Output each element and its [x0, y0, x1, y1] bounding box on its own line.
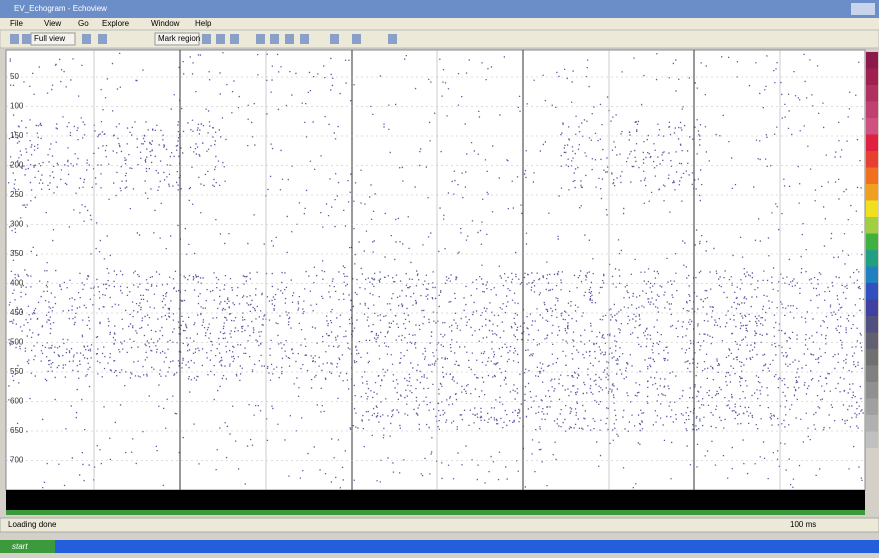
color-swatch [866, 200, 878, 217]
color-swatch [866, 299, 878, 316]
color-swatch [866, 217, 878, 234]
depth-label: 50 [10, 72, 19, 81]
start-button[interactable] [0, 540, 55, 553]
color-swatch [866, 134, 878, 151]
color-swatch [866, 398, 878, 415]
status-bar [0, 517, 879, 533]
color-swatch [866, 118, 878, 135]
tool-icon[interactable] [270, 34, 279, 44]
menu-item[interactable]: File [10, 19, 23, 28]
taskbar [0, 540, 879, 553]
depth-label: 550 [10, 367, 24, 376]
color-swatch [866, 250, 878, 267]
color-swatch [866, 382, 878, 399]
title-bar [0, 0, 879, 18]
tool-icon[interactable] [216, 34, 225, 44]
color-swatch [866, 415, 878, 432]
menu-item[interactable]: Explore [102, 19, 130, 28]
color-swatch [866, 52, 878, 69]
tool-icon[interactable] [285, 34, 294, 44]
menu-item[interactable]: Window [151, 19, 180, 28]
depth-label: 400 [10, 279, 24, 288]
tool-icon[interactable] [202, 34, 211, 44]
start-label[interactable]: start [12, 542, 28, 551]
color-swatch [866, 85, 878, 102]
color-swatch [866, 101, 878, 118]
depth-label: 100 [10, 102, 24, 111]
status-right: 100 ms [790, 520, 816, 529]
tool-icon[interactable] [300, 34, 309, 44]
depth-label: 700 [10, 456, 24, 465]
tool-icon[interactable] [10, 34, 19, 44]
color-swatch [866, 349, 878, 366]
window-controls[interactable] [851, 3, 875, 15]
color-swatch [866, 283, 878, 300]
echogram-area [5, 49, 866, 491]
toolbar-label[interactable]: Full view [34, 34, 65, 43]
depth-label: 600 [10, 397, 24, 406]
time-bar [6, 490, 865, 510]
depth-label: 150 [10, 131, 24, 140]
tool-icon[interactable] [230, 34, 239, 44]
tool-icon[interactable] [352, 34, 361, 44]
color-swatch [866, 151, 878, 168]
color-swatch [866, 365, 878, 382]
depth-label: 450 [10, 308, 24, 317]
color-swatch [866, 332, 878, 349]
menu-item[interactable]: Go [78, 19, 89, 28]
depth-label: 200 [10, 161, 24, 170]
depth-label: 500 [10, 338, 24, 347]
tool-icon[interactable] [256, 34, 265, 44]
toolbar [0, 29, 879, 49]
color-swatch [866, 233, 878, 250]
color-swatch [866, 68, 878, 85]
progress-bar [6, 510, 865, 515]
color-swatch [866, 266, 878, 283]
color-swatch [866, 431, 878, 448]
tool-icon[interactable] [330, 34, 339, 44]
color-swatch [866, 184, 878, 201]
depth-label: 350 [10, 249, 24, 258]
color-swatch [866, 167, 878, 184]
menu-bar [0, 18, 879, 30]
tool-icon[interactable] [388, 34, 397, 44]
toolbar-label[interactable]: Mark region [158, 34, 200, 43]
depth-label: 650 [10, 426, 24, 435]
menu-item[interactable]: Help [195, 19, 212, 28]
window-title: EV_Echogram - Echoview [14, 4, 107, 13]
menu-item[interactable]: View [44, 19, 61, 28]
depth-label: 250 [10, 190, 24, 199]
tool-icon[interactable] [22, 34, 31, 44]
depth-label: 300 [10, 220, 24, 229]
tool-icon[interactable] [82, 34, 91, 44]
tool-icon[interactable] [98, 34, 107, 44]
toolbar-button[interactable] [154, 32, 200, 46]
status-left: Loading done [8, 520, 57, 529]
color-swatch [866, 316, 878, 333]
